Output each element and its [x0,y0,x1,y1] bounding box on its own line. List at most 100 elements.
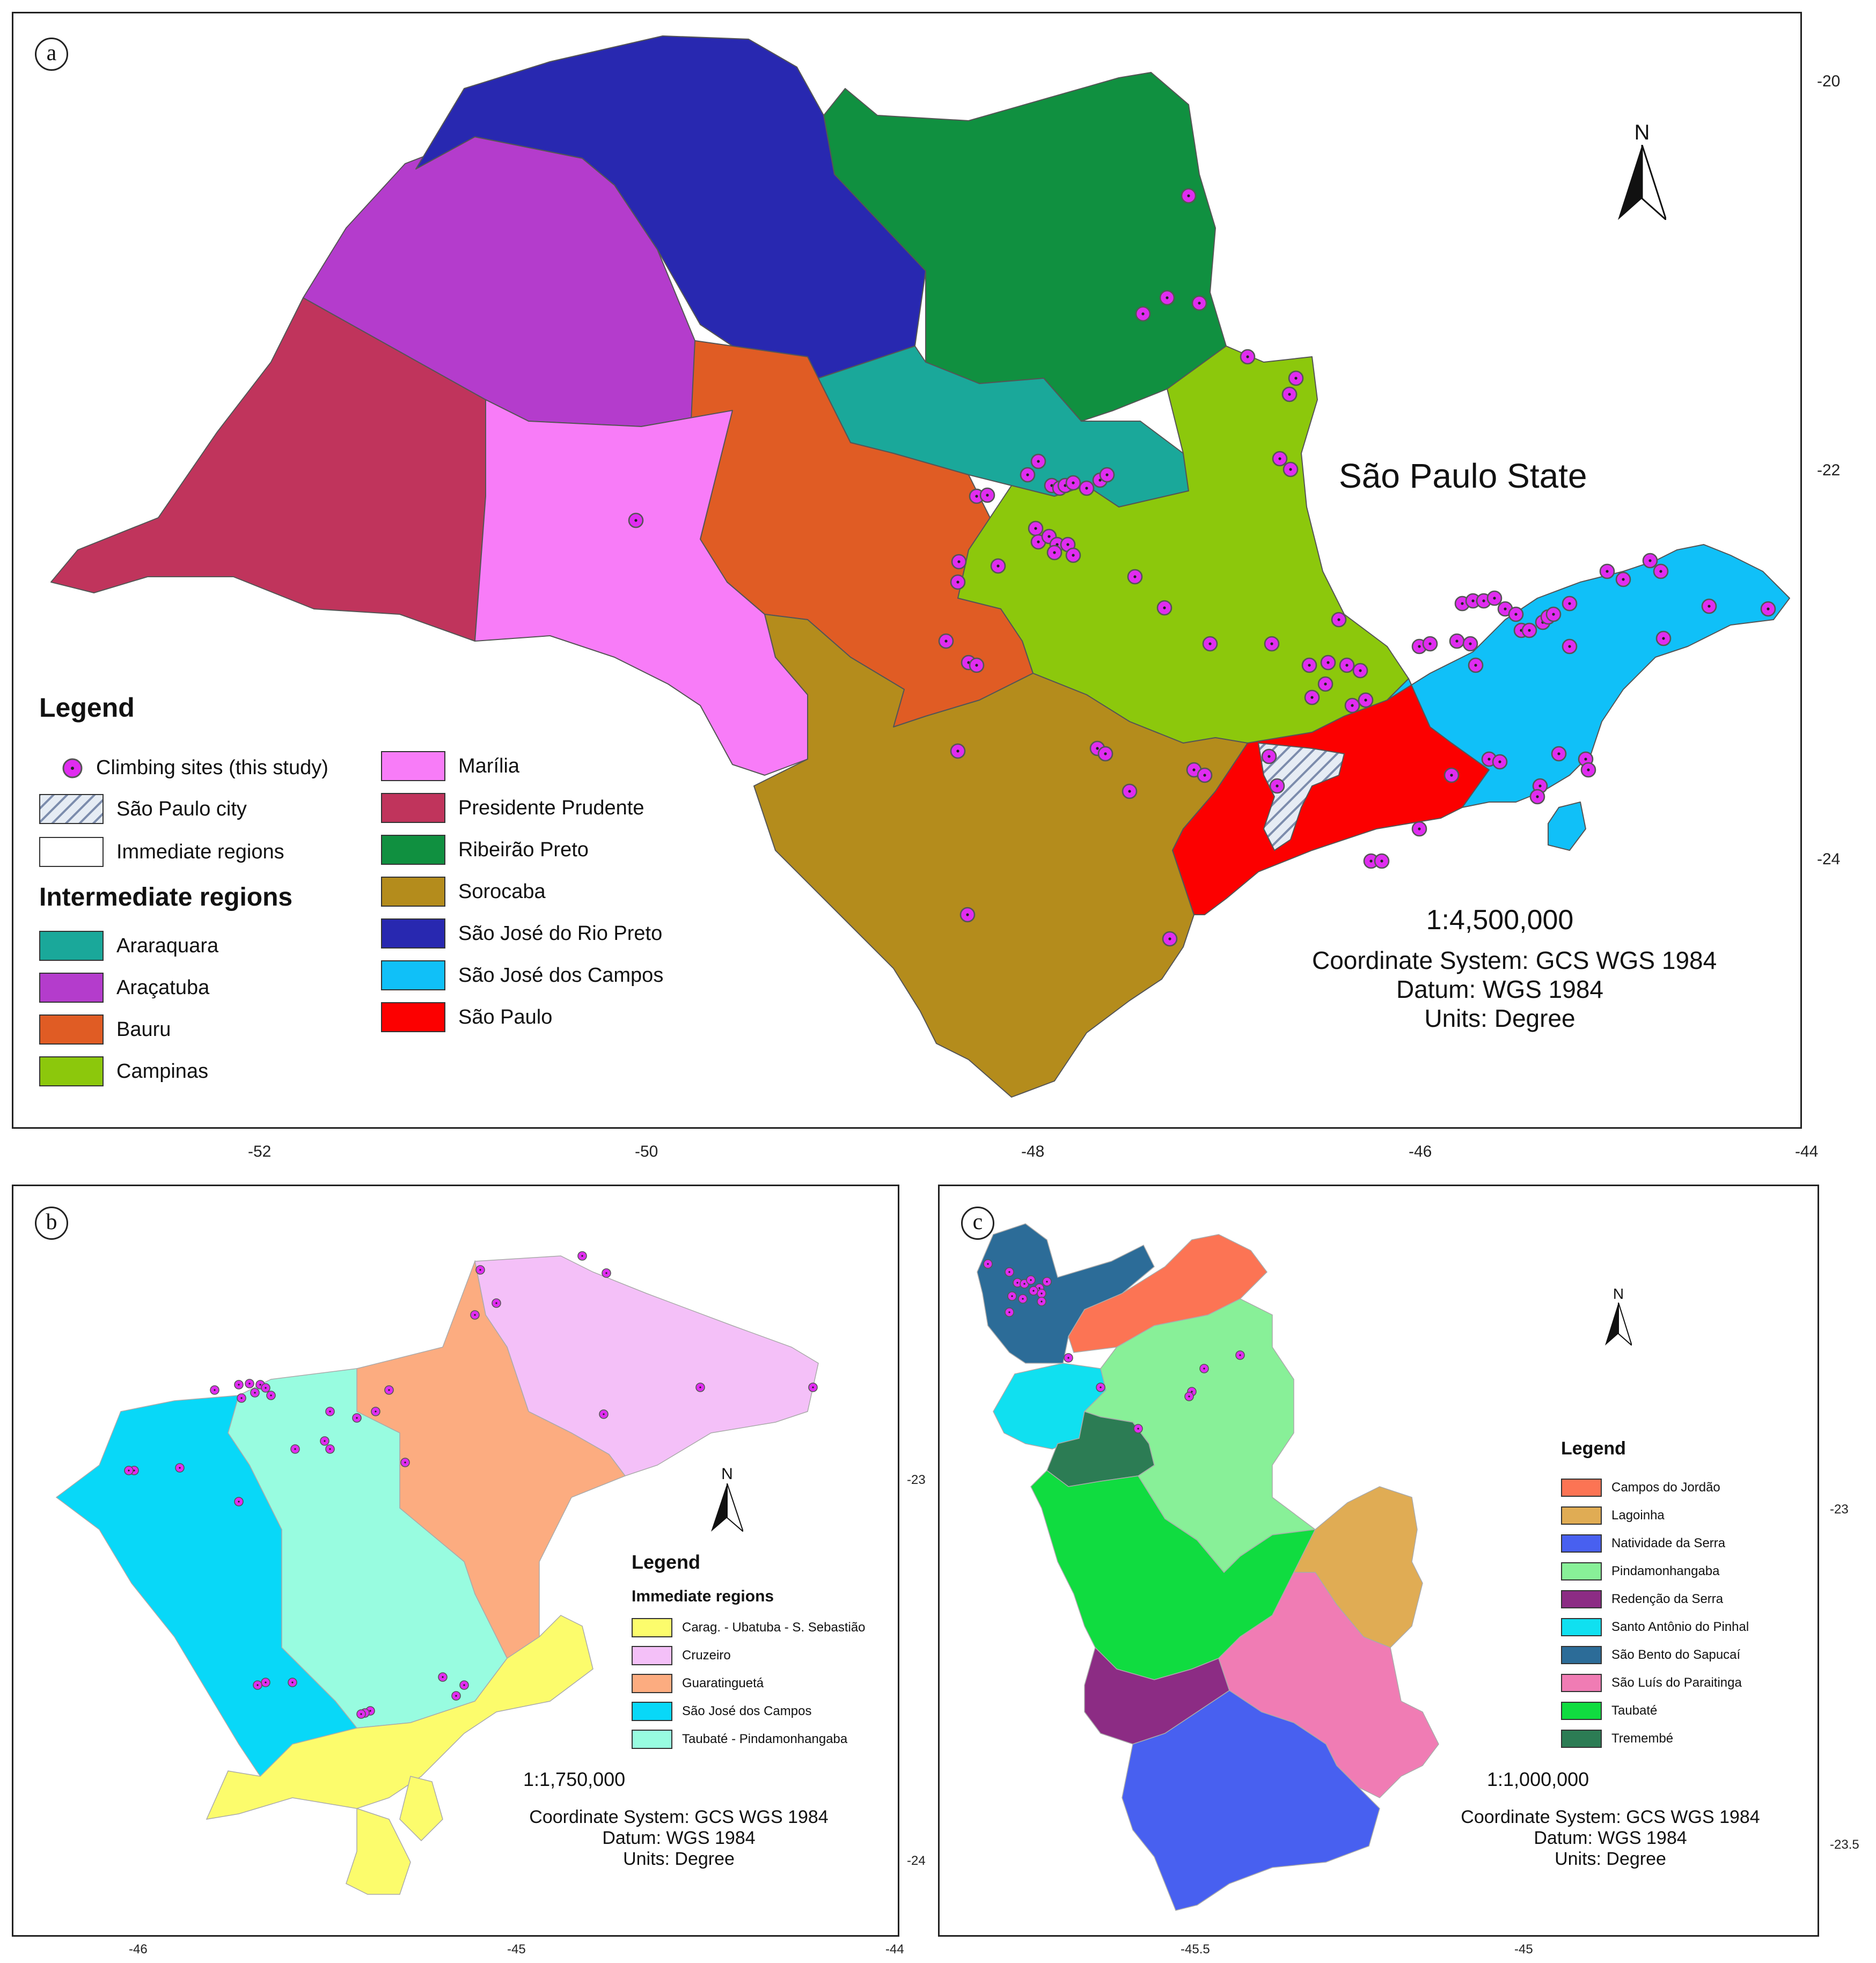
legend-item-santo-antonio-do-pinhal: Santo Antônio do Pinhal [1561,1618,1749,1636]
legend-item-presidente-prudente: Presidente Prudente [381,793,644,823]
climbing-site-marker [695,1383,705,1392]
climbing-site-marker [1599,563,1615,579]
panel-b-regions-map [55,1251,819,1895]
climbing-site-marker [492,1298,501,1308]
panel-c-municipalities-map: c N Legend Campos do Jordão Lagoinha Nat… [938,1185,1819,1937]
climbing-site-marker [1026,1275,1036,1285]
climbing-site-marker [175,1463,185,1473]
climbing-site-marker [979,487,995,503]
swatch-sao-luis-do-paraitinga [1561,1674,1602,1692]
climbing-site-marker [1064,1353,1073,1363]
muni-natividade-da-serra [1122,1690,1380,1911]
climbing-site-marker [371,1407,380,1416]
climbing-site-marker [325,1407,335,1416]
climbing-site-marker [1030,453,1046,469]
climbing-site-marker [1317,676,1333,692]
legend-item-lagoinha: Lagoinha [1561,1506,1665,1525]
climbing-site-marker [1272,451,1288,467]
swatch-sao-bento-do-sapucai [1561,1646,1602,1664]
swatch-taubate-pinda [632,1730,672,1749]
climbing-site-marker [1320,655,1336,671]
coord-system-text: Coordinate System: GCS WGS 1984 [1312,946,1717,974]
climbing-site-marker [1760,601,1776,617]
swatch-campinas [39,1056,104,1086]
swatch-sjc-b [632,1702,672,1721]
legend-city-item: São Paulo city [39,794,247,824]
datum-text: Datum: WGS 1984 [1396,975,1604,1003]
climbing-site-marker [1551,746,1567,762]
coord-system-text-b: Coordinate System: GCS WGS 1984 [529,1807,829,1827]
climbing-site-marker [288,1678,297,1687]
climbing-site-marker [1562,595,1578,612]
climbing-site-marker [1422,636,1438,652]
climbing-site-marker [951,554,967,570]
climbing-site-marker [1521,622,1537,638]
climbing-site-marker [1135,306,1151,322]
legend-title-c: Legend [1561,1438,1626,1459]
climbing-site-marker [1197,767,1213,783]
climbing-site-icon [62,758,83,778]
scale-info-c: 1:1,000,000 Coordinate System: GCS WGS 1… [1417,1768,1804,1870]
climbing-site-marker [1344,697,1360,714]
climbing-site-marker [1449,633,1465,649]
climbing-site-marker [1122,783,1138,799]
climbing-site-marker [1005,1267,1014,1277]
climbing-site-marker [1264,636,1280,652]
legend-subtitle-b: Immediate regions [632,1587,774,1605]
swatch-natividade-da-serra [1561,1534,1602,1553]
panel-c-label: c [961,1207,994,1240]
legend-item-taubate-pinda: Taubaté - Pindamonhangaba [632,1730,847,1749]
lon-tick-a-3: -48 [1021,1143,1045,1160]
hatch-swatch [39,794,104,824]
swatch-guaratingueta [632,1674,672,1693]
climbing-site-marker [438,1672,448,1682]
climbing-site-marker [1133,1424,1143,1433]
lon-tick-b-2: -45 [507,1942,526,1957]
legend-intermediate-title: Intermediate regions [39,883,293,911]
climbing-site-marker [470,1310,480,1320]
lon-tick-a-1: -52 [248,1143,272,1160]
legend-item-carag: Carag. - Ubatuba - S. Sebastião [632,1618,866,1637]
north-arrow-icon [711,1483,745,1534]
climbing-site-marker [1020,467,1036,483]
climbing-site-marker [234,1497,244,1506]
coord-system-text-c: Coordinate System: GCS WGS 1984 [1461,1807,1760,1827]
legend-item-redencao-da-serra: Redenção da Serra [1561,1590,1723,1608]
climbing-site-marker [1156,600,1172,616]
lat-tick-c-1: -23 [1830,1502,1849,1517]
panel-a-label: a [35,38,68,71]
datum-text-c: Datum: WGS 1984 [1534,1828,1687,1848]
swatch-presidente-prudente [381,793,445,823]
climbing-site-marker [602,1268,611,1278]
climbing-site-marker [1580,762,1596,778]
climbing-site-marker [1701,598,1717,614]
climbing-site-marker [1283,461,1299,477]
legend-item-sjc-b: São José dos Campos [632,1702,811,1721]
lon-tick-a-2: -50 [635,1143,658,1160]
climbing-site-marker [1127,569,1143,585]
lat-tick-b-2: -24 [907,1854,926,1868]
swatch-marilia [381,751,445,781]
climbing-site-marker [475,1265,485,1275]
legend-item-sao-jose-do-rio-preto: São José do Rio Preto [381,918,662,949]
climbing-site-marker [320,1436,329,1446]
lon-tick-a-5: -44 [1795,1143,1819,1160]
swatch-araraquara [39,931,104,961]
climbing-site-marker [1374,853,1390,869]
climbing-site-marker [1202,636,1218,652]
climbing-site-marker [1339,657,1355,673]
climbing-site-marker [1468,657,1484,673]
climbing-site-marker [1191,295,1207,311]
climbing-site-marker [1331,612,1347,628]
swatch-lagoinha [1561,1506,1602,1525]
legend-item-campinas: Campinas [39,1056,208,1086]
climbing-site-marker [1358,692,1374,708]
legend-sites-item: Climbing sites (this study) [62,756,328,780]
climbing-site-marker [1281,386,1298,402]
north-arrow-icon [1605,1302,1633,1348]
climbing-site-marker [1653,563,1669,579]
north-arrow-icon [1618,144,1668,223]
legend-item-cruzeiro: Cruzeiro [632,1646,731,1665]
lat-tick-a-1: -20 [1817,72,1841,90]
climbing-site-marker [1018,1294,1028,1304]
